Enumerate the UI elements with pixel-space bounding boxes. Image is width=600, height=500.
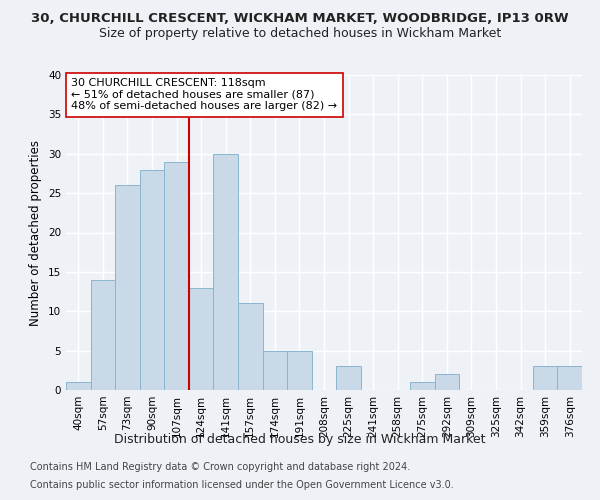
Bar <box>140 170 164 390</box>
Text: Contains public sector information licensed under the Open Government Licence v3: Contains public sector information licen… <box>30 480 454 490</box>
Bar <box>115 185 140 390</box>
Text: Distribution of detached houses by size in Wickham Market: Distribution of detached houses by size … <box>114 432 486 446</box>
Bar <box>164 162 189 390</box>
Bar <box>263 350 287 390</box>
Bar <box>533 366 557 390</box>
Text: Size of property relative to detached houses in Wickham Market: Size of property relative to detached ho… <box>99 28 501 40</box>
Text: 30, CHURCHILL CRESCENT, WICKHAM MARKET, WOODBRIDGE, IP13 0RW: 30, CHURCHILL CRESCENT, WICKHAM MARKET, … <box>31 12 569 26</box>
Bar <box>557 366 582 390</box>
Y-axis label: Number of detached properties: Number of detached properties <box>29 140 43 326</box>
Bar <box>434 374 459 390</box>
Text: Contains HM Land Registry data © Crown copyright and database right 2024.: Contains HM Land Registry data © Crown c… <box>30 462 410 472</box>
Bar <box>91 280 115 390</box>
Bar <box>410 382 434 390</box>
Bar <box>189 288 214 390</box>
Text: 30 CHURCHILL CRESCENT: 118sqm
← 51% of detached houses are smaller (87)
48% of s: 30 CHURCHILL CRESCENT: 118sqm ← 51% of d… <box>71 78 337 112</box>
Bar <box>336 366 361 390</box>
Bar <box>287 350 312 390</box>
Bar <box>214 154 238 390</box>
Bar <box>238 304 263 390</box>
Bar <box>66 382 91 390</box>
